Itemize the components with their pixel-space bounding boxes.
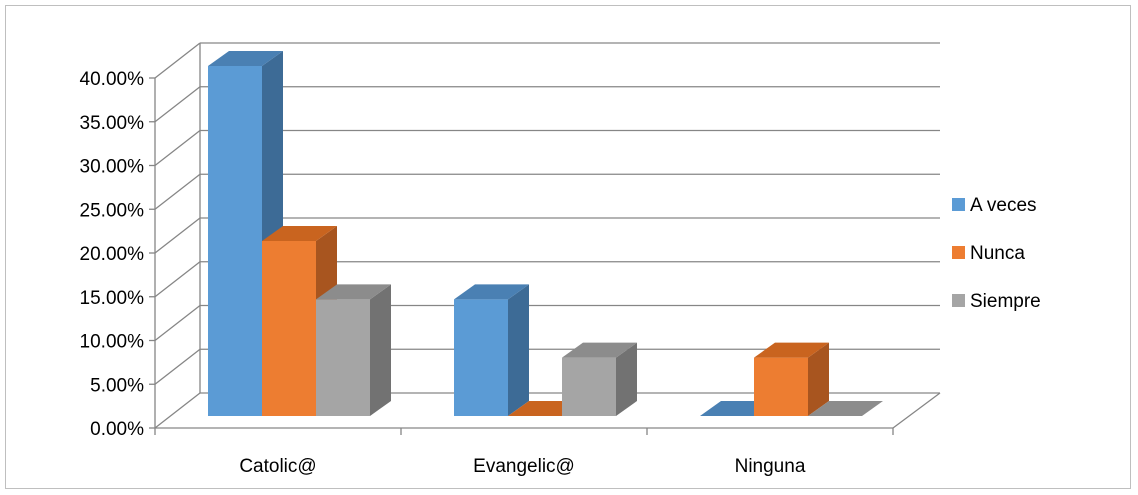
bar-front [208, 66, 262, 416]
bar-front [754, 357, 808, 416]
legend-label: Siempre [970, 291, 1041, 312]
x-axis-categories: Catolic@ Evangelic@ Ninguna [239, 456, 806, 477]
legend-swatch [952, 246, 965, 259]
gridline-side [154, 304, 201, 342]
bar-front [316, 299, 370, 416]
bar-top [316, 284, 391, 300]
bar-front [262, 241, 316, 416]
bar [754, 342, 829, 416]
bar-top [262, 226, 337, 241]
legend-label: A veces [970, 195, 1037, 216]
gridline-side [154, 348, 201, 385]
bar [208, 51, 283, 416]
gridline-side [154, 86, 201, 123]
floor-edge [892, 392, 941, 429]
bar-side [616, 342, 637, 416]
y-tick-label: 0.00% [90, 419, 144, 440]
axes [149, 77, 894, 435]
legend-swatch [952, 294, 965, 307]
gridline-side [154, 42, 201, 79]
bar [808, 401, 883, 416]
legend-item: A veces [952, 195, 1037, 216]
bar-top [454, 284, 529, 300]
bar-side [508, 284, 529, 416]
bar-top [208, 51, 283, 66]
y-tick-label: 40.00% [80, 69, 145, 90]
bar-top [808, 401, 883, 416]
gridline-side [154, 217, 201, 254]
y-tick-label: 25.00% [80, 200, 145, 221]
y-tick-label: 5.00% [90, 375, 144, 396]
y-tick-label: 30.00% [80, 157, 145, 178]
gridline-side [154, 261, 201, 298]
y-tick-label: 20.00% [80, 244, 145, 265]
bar [562, 342, 637, 416]
bar [316, 284, 391, 416]
gridline-side [154, 173, 201, 210]
x-category-label: Evangelic@ [473, 456, 575, 477]
legend-label: Nunca [970, 243, 1025, 264]
bar [262, 226, 337, 416]
y-tick-label: 35.00% [80, 113, 145, 134]
y-tick-label: 15.00% [80, 288, 145, 309]
bar [454, 284, 529, 416]
legend: A veces Nunca Siempre [952, 195, 1041, 312]
legend-swatch [952, 198, 965, 211]
x-category-label: Catolic@ [239, 456, 316, 477]
gridline-side [154, 392, 201, 429]
y-axis-ticks: 0.00% 5.00% 10.00% 15.00% 20.00% 25.00% 30.00%… [80, 69, 145, 440]
bar-front [454, 299, 508, 416]
legend-item: Nunca [952, 243, 1025, 264]
y-tick-label: 10.00% [80, 332, 145, 353]
bar-front [562, 357, 616, 416]
gridline-side [154, 129, 201, 167]
bar-side [370, 284, 391, 416]
bar-top [754, 342, 829, 358]
legend-item: Siempre [952, 291, 1041, 312]
bars [208, 51, 883, 416]
bar-top [562, 342, 637, 358]
bar-side [808, 342, 829, 416]
x-category-label: Ninguna [735, 456, 806, 477]
